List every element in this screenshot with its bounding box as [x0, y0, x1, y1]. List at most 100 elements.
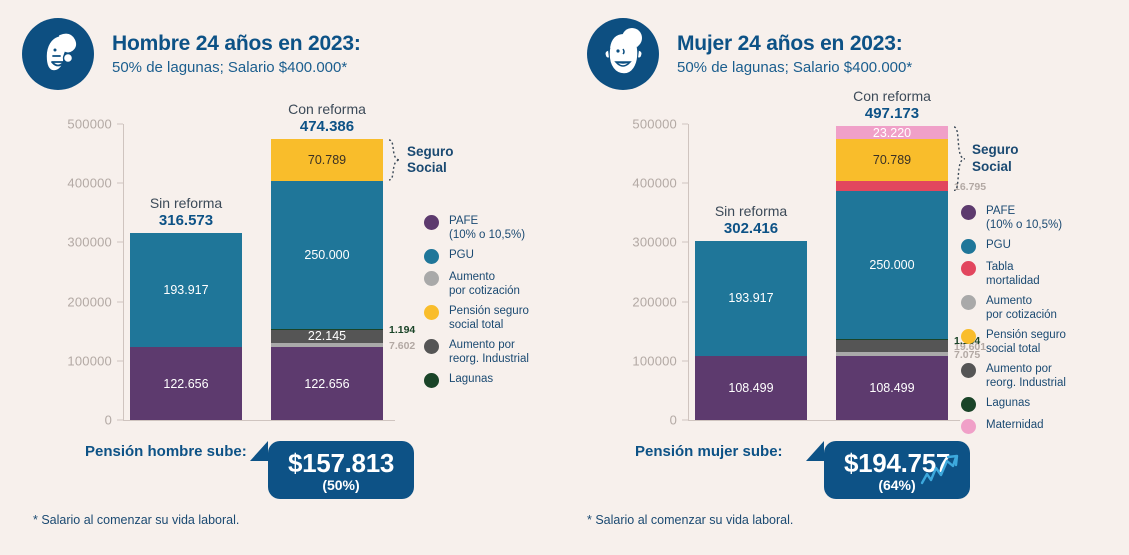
bar-con-reforma[interactable]: 108.499 250.000 70.789 23.220 — [836, 126, 948, 420]
bar-segment[interactable]: 250.000 — [836, 191, 948, 340]
y-axis-tick-label: 500000 — [632, 116, 677, 132]
woman-avatar-icon — [587, 18, 659, 90]
bar-sin-reforma[interactable]: 108.499 193.917 — [695, 240, 807, 420]
legend-aumento-reorg[interactable]: Aumento por reorg. Industrial — [961, 362, 1066, 390]
bar-segment[interactable]: 108.499 — [695, 355, 807, 420]
seguro-social-bracket-label: Seguro Social — [407, 144, 454, 176]
legend-swatch-icon — [961, 329, 976, 345]
bar-segment[interactable]: 193.917 — [695, 240, 807, 356]
bar-segment-value: 70.789 — [872, 153, 912, 168]
bar-caption: Sin reforma 302.416 — [715, 203, 787, 237]
legend-pgu[interactable]: PGU — [424, 248, 529, 265]
bracket-icon — [953, 125, 966, 191]
bar-segment[interactable]: 122.656 — [271, 347, 383, 420]
legend-pafe[interactable]: PAFE (10% o 10,5%) — [961, 204, 1066, 232]
legend-label: Pensión seguro social total — [449, 305, 529, 332]
legend-aumento-reorg[interactable]: Aumento por reorg. Industrial — [424, 338, 529, 366]
trend-up-arrow-icon — [920, 452, 960, 491]
bar-segment[interactable]: 23.220 — [836, 126, 948, 140]
legend-swatch-icon — [961, 239, 976, 255]
bar-segment-outside-value: 16.795 — [954, 181, 987, 194]
bar-segment-outside-value: 7.075 — [954, 348, 981, 361]
legend-tabla-mortalidad[interactable]: Tabla mortalidad — [961, 260, 1066, 288]
header-text: Mujer 24 años en 2023: 50% de lagunas; Sa… — [677, 32, 912, 76]
y-axis-tick-mark — [682, 360, 688, 362]
y-axis-line — [688, 124, 689, 420]
legend-label: Aumento por reorg. Industrial — [986, 363, 1066, 390]
bar-segment-value: 193.917 — [163, 282, 209, 297]
legend-swatch-icon — [961, 261, 976, 277]
y-axis-tick-label: 500000 — [67, 116, 112, 132]
y-axis-tick-mark — [117, 241, 123, 243]
bar-segment[interactable]: 22.145 — [271, 329, 383, 344]
bar-caption-label: Sin reforma — [149, 194, 223, 211]
header-text: Hombre 24 años en 2023: 50% de lagunas; S… — [112, 32, 361, 76]
panel-hombre: Hombre 24 años en 2023: 50% de lagunas; S… — [0, 0, 564, 555]
legend-swatch-icon — [961, 205, 976, 220]
legend-swatch-icon — [424, 339, 439, 355]
y-axis-line — [123, 124, 124, 420]
bar-segment-value: 108.499 — [728, 380, 774, 395]
legend-pafe[interactable]: PAFE (10% o 10,5%) — [424, 214, 529, 242]
legend-aumento-cotizacion[interactable]: Aumento por cotización — [961, 294, 1066, 322]
legend-swatch-icon — [961, 363, 976, 379]
pension-increase-percent: (64%) — [878, 476, 916, 493]
legend-pension-seguro-social[interactable]: Pensión seguro social total — [961, 328, 1066, 356]
panel-header: Hombre 24 años en 2023: 50% de lagunas; S… — [22, 18, 361, 90]
bar-segment[interactable]: 70.789 — [836, 139, 948, 182]
woman-avatar-icon — [588, 19, 658, 89]
y-axis-tick-label: 100000 — [632, 353, 677, 369]
bar-segment[interactable] — [271, 342, 383, 348]
bar-segment[interactable] — [836, 351, 948, 356]
bar-caption-label: Con reforma — [288, 101, 366, 118]
page-title: Hombre 24 años en 2023: — [112, 32, 361, 55]
legend-label: PGU — [449, 249, 474, 262]
bar-segment[interactable]: 193.917 — [130, 232, 242, 348]
x-axis-line — [688, 420, 960, 421]
y-axis-tick-mark — [682, 419, 688, 421]
legend-label: PGU — [986, 239, 1011, 252]
bar-segment[interactable] — [836, 339, 948, 340]
legend-swatch-icon — [424, 271, 439, 287]
bar-caption-total: 302.416 — [723, 219, 779, 237]
pension-increase-bubble: $194.757 (64%) — [806, 441, 970, 499]
bar-sin-reforma[interactable]: 122.656 193.917 — [130, 232, 242, 420]
y-axis: 500000 400000 300000 200000 100000 0 — [587, 112, 688, 428]
chart-legend: PAFE (10% o 10,5%) PGU Tabla mortalidad Aum… — [961, 204, 1066, 440]
chart-legend: PAFE (10% o 10,5%) PGU Aumento por cotizac… — [424, 214, 529, 394]
bar-segment[interactable] — [836, 340, 948, 352]
legend-lagunas[interactable]: Lagunas — [424, 372, 529, 389]
bar-segment[interactable]: 122.656 — [130, 347, 242, 420]
y-axis-tick-label: 400000 — [632, 175, 677, 191]
bar-segment-value: 22.145 — [307, 329, 347, 344]
bar-segment[interactable]: 250.000 — [271, 181, 383, 330]
legend-lagunas[interactable]: Lagunas — [961, 396, 1066, 413]
page-subtitle: 50% de lagunas; Salario $400.000* — [112, 59, 348, 76]
bubble-tail — [806, 441, 824, 461]
bar-segment-outside-value: 1.194 — [389, 324, 416, 337]
bar-caption-label: Sin reforma — [714, 202, 788, 219]
legend-pgu[interactable]: PGU — [961, 238, 1066, 255]
legend-pension-seguro-social[interactable]: Pensión seguro social total — [424, 304, 529, 332]
bar-segment[interactable]: 108.499 — [836, 355, 948, 420]
seguro-social-bracket — [952, 125, 968, 192]
bar-caption: Con reforma 497.173 — [853, 88, 931, 122]
y-axis-tick-label: 0 — [669, 412, 677, 428]
y-axis-tick-mark — [117, 301, 123, 303]
legend-maternidad[interactable]: Maternidad — [961, 418, 1066, 435]
y-axis-tick-label: 300000 — [67, 234, 112, 250]
pension-increase-percent: (50%) — [322, 476, 360, 493]
y-axis-tick-label: 300000 — [632, 234, 677, 250]
bar-segment[interactable] — [836, 181, 948, 192]
bar-segment[interactable]: 70.789 — [271, 139, 383, 182]
legend-aumento-cotizacion[interactable]: Aumento por cotización — [424, 270, 529, 298]
bar-segment[interactable] — [271, 329, 383, 330]
bar-con-reforma[interactable]: 122.656 22.145 250.000 70.789 — [271, 139, 383, 420]
legend-swatch-icon — [424, 215, 439, 230]
x-axis-line — [123, 420, 395, 421]
legend-label: Lagunas — [986, 397, 1031, 410]
y-axis-tick-label: 400000 — [67, 175, 112, 191]
seguro-social-bracket — [387, 139, 403, 181]
bracket-icon — [388, 139, 401, 181]
legend-label: Aumento por cotización — [449, 271, 520, 298]
